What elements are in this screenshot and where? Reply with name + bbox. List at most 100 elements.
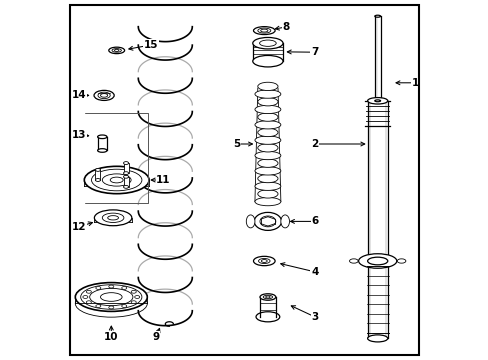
Ellipse shape — [123, 172, 128, 175]
Ellipse shape — [94, 90, 114, 100]
Ellipse shape — [108, 47, 124, 54]
Ellipse shape — [122, 287, 126, 289]
Ellipse shape — [254, 182, 280, 190]
Ellipse shape — [86, 290, 91, 293]
Ellipse shape — [102, 213, 123, 222]
Text: 6: 6 — [310, 216, 318, 226]
Ellipse shape — [374, 100, 380, 102]
Ellipse shape — [396, 259, 405, 263]
Ellipse shape — [258, 258, 269, 264]
Text: 13: 13 — [72, 130, 86, 140]
Ellipse shape — [261, 260, 266, 262]
Ellipse shape — [257, 113, 278, 121]
Ellipse shape — [96, 287, 101, 289]
Ellipse shape — [89, 288, 133, 306]
Ellipse shape — [265, 296, 269, 298]
Ellipse shape — [254, 90, 280, 98]
Ellipse shape — [257, 98, 278, 106]
Ellipse shape — [257, 144, 278, 152]
Ellipse shape — [252, 37, 283, 49]
Ellipse shape — [114, 49, 119, 51]
Ellipse shape — [110, 177, 123, 183]
Text: 2: 2 — [310, 139, 318, 149]
Ellipse shape — [101, 94, 107, 97]
Ellipse shape — [131, 290, 136, 293]
Text: 11: 11 — [156, 175, 170, 185]
Text: 8: 8 — [282, 22, 289, 32]
Ellipse shape — [107, 216, 118, 220]
Ellipse shape — [256, 312, 279, 322]
Text: 14: 14 — [71, 90, 86, 100]
Ellipse shape — [260, 294, 275, 300]
Ellipse shape — [101, 293, 122, 301]
Ellipse shape — [260, 216, 275, 227]
Ellipse shape — [86, 301, 91, 304]
Ellipse shape — [122, 305, 126, 307]
Ellipse shape — [246, 215, 254, 228]
Ellipse shape — [257, 128, 278, 137]
Bar — [98, 137, 107, 150]
Bar — [374, 16, 380, 101]
Text: 9: 9 — [152, 332, 160, 342]
Text: 15: 15 — [143, 40, 158, 50]
Bar — [252, 43, 283, 61]
Ellipse shape — [260, 29, 267, 32]
Ellipse shape — [131, 301, 136, 304]
Ellipse shape — [123, 175, 128, 178]
Ellipse shape — [123, 162, 128, 165]
Ellipse shape — [75, 290, 147, 317]
Ellipse shape — [257, 159, 278, 167]
Ellipse shape — [91, 169, 142, 191]
Ellipse shape — [367, 335, 387, 342]
Ellipse shape — [257, 28, 270, 33]
Text: 7: 7 — [310, 47, 318, 57]
Ellipse shape — [84, 166, 149, 194]
Ellipse shape — [82, 296, 88, 298]
Ellipse shape — [254, 167, 280, 175]
Ellipse shape — [108, 306, 114, 309]
Text: 4: 4 — [310, 267, 318, 277]
Text: 1: 1 — [411, 78, 418, 88]
Ellipse shape — [98, 92, 110, 99]
Ellipse shape — [98, 149, 107, 152]
Bar — [95, 170, 101, 180]
Ellipse shape — [254, 121, 280, 129]
Ellipse shape — [367, 257, 387, 265]
Ellipse shape — [98, 135, 107, 139]
Ellipse shape — [134, 296, 140, 298]
Ellipse shape — [123, 185, 128, 188]
Text: 10: 10 — [104, 332, 118, 342]
Text: 3: 3 — [310, 312, 318, 322]
Ellipse shape — [253, 27, 275, 35]
Ellipse shape — [349, 259, 357, 263]
Ellipse shape — [102, 174, 131, 186]
Ellipse shape — [81, 285, 142, 309]
Ellipse shape — [280, 215, 289, 228]
Ellipse shape — [257, 190, 278, 198]
Text: 12: 12 — [72, 222, 86, 232]
Ellipse shape — [358, 254, 396, 268]
Ellipse shape — [95, 168, 101, 171]
Ellipse shape — [96, 305, 101, 307]
Ellipse shape — [253, 256, 275, 266]
Bar — [367, 101, 387, 338]
Ellipse shape — [367, 98, 387, 104]
Ellipse shape — [263, 295, 272, 299]
Text: 5: 5 — [233, 139, 241, 149]
Ellipse shape — [75, 283, 147, 311]
Ellipse shape — [254, 105, 280, 114]
Bar — [260, 297, 275, 317]
Ellipse shape — [257, 82, 278, 91]
Ellipse shape — [112, 49, 121, 52]
Bar — [123, 163, 128, 173]
Ellipse shape — [254, 136, 280, 144]
Bar — [123, 177, 128, 187]
Ellipse shape — [254, 151, 280, 160]
Ellipse shape — [108, 285, 114, 288]
Ellipse shape — [259, 40, 276, 46]
Ellipse shape — [95, 179, 101, 181]
Ellipse shape — [254, 197, 280, 206]
Ellipse shape — [252, 55, 283, 67]
Ellipse shape — [94, 210, 132, 226]
Ellipse shape — [257, 174, 278, 183]
